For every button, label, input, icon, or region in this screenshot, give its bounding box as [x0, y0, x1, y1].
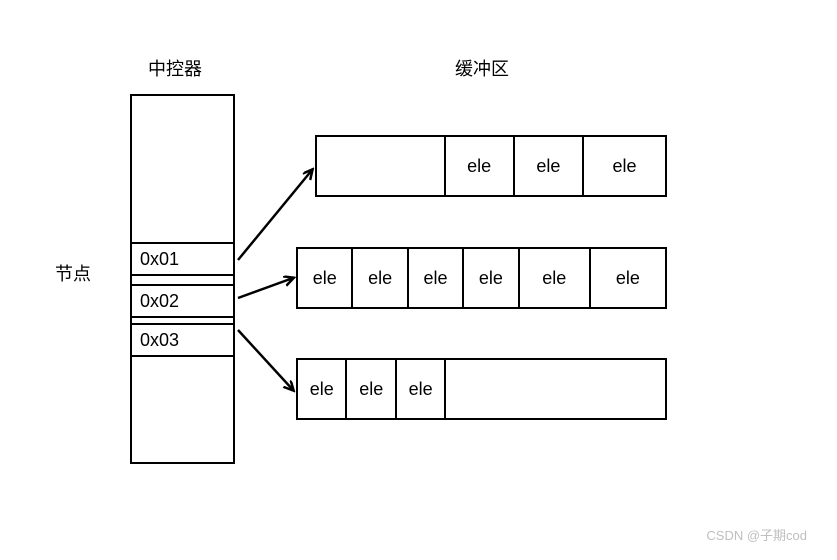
buffer-title: 缓冲区	[455, 55, 509, 81]
buffer-cell: ele	[584, 137, 665, 195]
controller-title: 中控器	[148, 55, 202, 81]
buffer-cell: ele	[515, 137, 584, 195]
arrow	[238, 330, 293, 390]
buffer-row: eleeleele	[315, 135, 667, 197]
node-title: 节点	[55, 260, 91, 286]
buffer-cell: ele	[591, 249, 665, 307]
buffer-cell: ele	[298, 249, 353, 307]
controller-node: 0x03	[130, 323, 235, 357]
buffer-cell: ele	[520, 249, 591, 307]
watermark: CSDN @子期cod	[706, 525, 807, 544]
buffer-cell	[446, 360, 665, 418]
buffer-cell: ele	[464, 249, 519, 307]
controller-node: 0x01	[130, 242, 235, 276]
controller-column	[130, 94, 235, 464]
buffer-cell: ele	[347, 360, 396, 418]
buffer-cell: ele	[298, 360, 347, 418]
arrow	[238, 278, 293, 298]
buffer-cell: ele	[446, 137, 515, 195]
controller-node: 0x02	[130, 284, 235, 318]
buffer-cell: ele	[353, 249, 408, 307]
buffer-cell: ele	[409, 249, 464, 307]
buffer-row: eleeleele	[296, 358, 667, 420]
buffer-row: eleeleeleeleeleele	[296, 247, 667, 309]
buffer-cell	[317, 137, 446, 195]
buffer-cell: ele	[397, 360, 446, 418]
